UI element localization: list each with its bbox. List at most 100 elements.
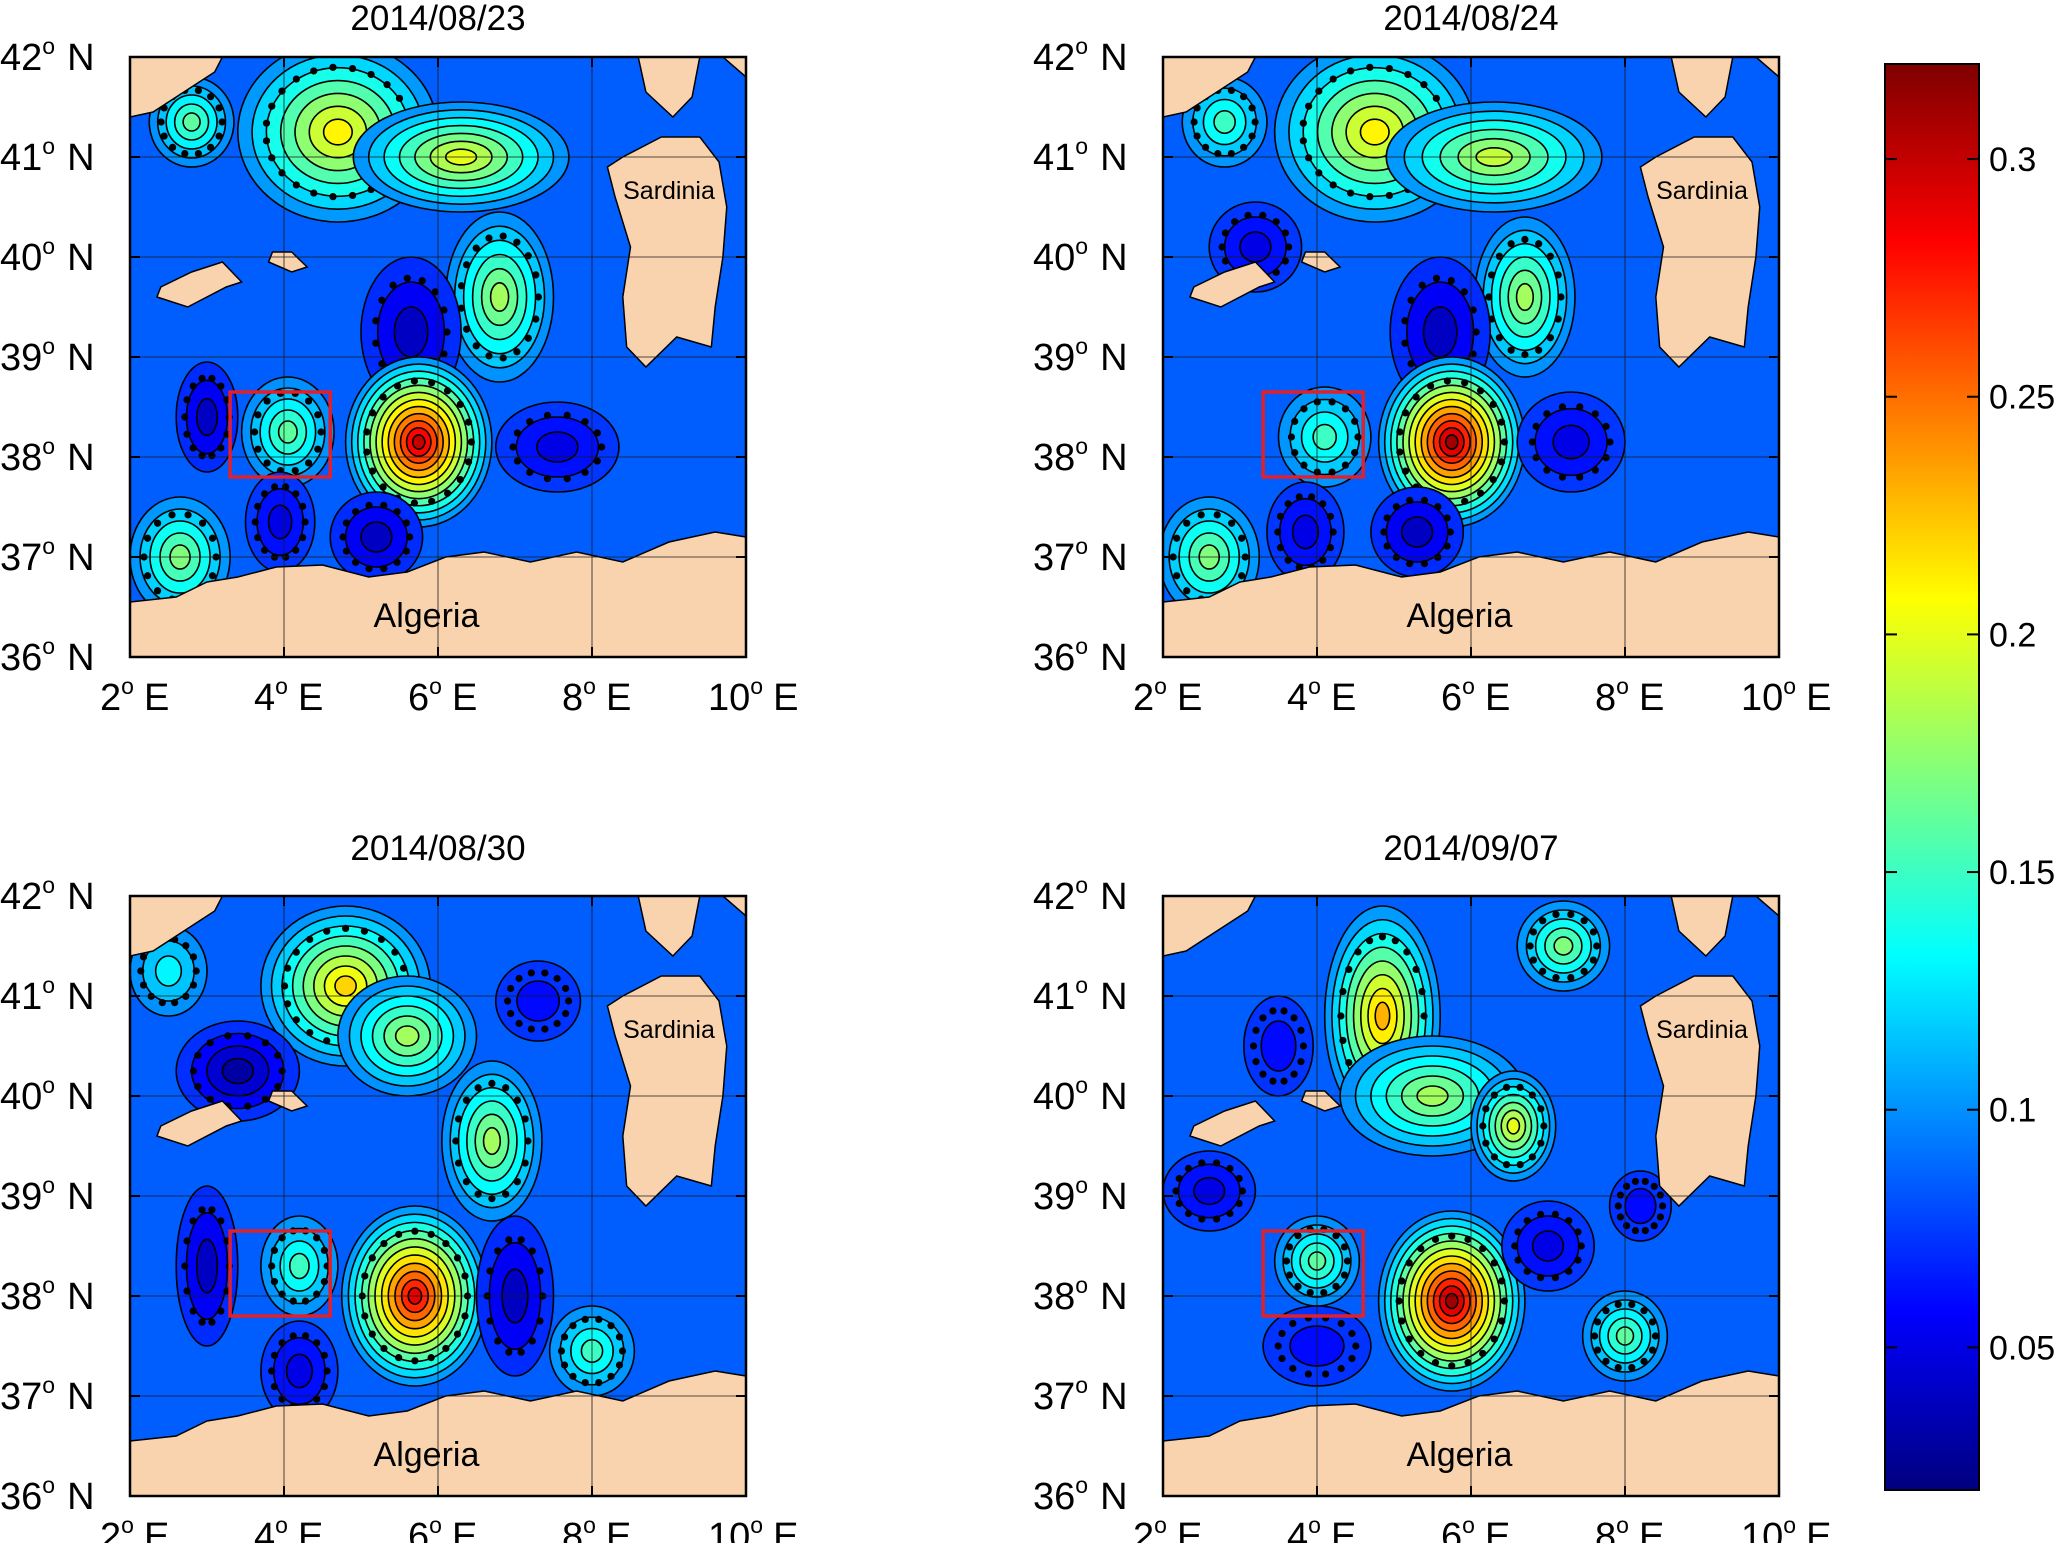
colorbar-tick-label: 0.15 <box>1989 854 2055 892</box>
eddy-boundary-dot <box>1536 1273 1545 1282</box>
label-sardinia: Sardinia <box>623 1016 715 1044</box>
eddy-boundary-dot <box>391 948 399 956</box>
corsica-tip <box>1670 896 1734 958</box>
eddy-boundary-dot <box>1235 1174 1243 1183</box>
eddy-boundary-dot <box>1551 1210 1560 1219</box>
eddy-boundary-dot <box>1401 317 1409 325</box>
eddy-boundary-dot <box>208 1206 216 1214</box>
eddy-boundary-dot <box>1448 1232 1456 1240</box>
colorbar-ticks: 0.3 0.25 0.2 0.15 0.1 0.05 <box>1885 141 2055 1367</box>
eddy-boundary-dot <box>282 483 290 491</box>
eddy-boundary-dot <box>1326 544 1335 552</box>
eddy-boundary-dot <box>1552 910 1560 919</box>
eddy-boundary-dot <box>363 428 371 436</box>
eddy-boundary-dot <box>329 63 337 71</box>
eddy-boundary-dot <box>1252 1058 1260 1066</box>
eddy-anticyclonic <box>1474 216 1576 378</box>
eddy-boundary-dot <box>217 1217 225 1225</box>
contour-level <box>322 118 354 146</box>
corsica-tip <box>1670 57 1734 119</box>
eddy-boundary-dot <box>1606 438 1614 446</box>
eddy-boundary-dot <box>270 1351 279 1359</box>
lon-tick-label: 2o E <box>1133 673 1202 719</box>
lon-tick-label: 10o E <box>708 1512 798 1543</box>
map-overlay: Sardinia Algeria 2o E 4o E 6o E 8o E 10o E 42o N 41o N 4… <box>0 872 798 1543</box>
eddy-boundary-dot <box>581 1315 589 1324</box>
lat-tick-label: 39o N <box>0 333 95 379</box>
eddy-boundary-dot <box>1297 1058 1305 1066</box>
lon-tick-label: 4o E <box>254 673 323 719</box>
lat-tick-label: 37o N <box>1033 1372 1128 1418</box>
eddy-boundary-dot <box>1295 493 1303 501</box>
panel-title: 2014/08/24 <box>1383 0 1558 38</box>
eddy-boundary-dot <box>1417 1244 1425 1253</box>
eddy-boundary-dot <box>348 64 357 73</box>
eddy-boundary-dot <box>292 546 300 554</box>
eddy-boundary-dot <box>268 1367 276 1375</box>
mallorca-island <box>1188 1100 1277 1147</box>
eddy-boundary-dot <box>1536 1210 1545 1219</box>
eddy-boundary-dot <box>1383 514 1391 522</box>
eddy-boundary-dot <box>378 360 386 368</box>
eddy-boundary-dot <box>1514 1228 1522 1236</box>
sardinia-island <box>1639 136 1761 369</box>
eddy-boundary-dot <box>1385 64 1394 73</box>
eddy-boundary-dot <box>301 518 309 526</box>
eddy-boundary-dot <box>260 546 269 554</box>
eddy-boundary-dot <box>254 502 262 510</box>
eddy-boundary-dot <box>1539 967 1547 975</box>
eddy-boundary-dot <box>1407 360 1415 368</box>
eddy-boundary-dot <box>342 519 351 527</box>
lon-tick-label: 8o E <box>1595 1512 1664 1543</box>
eddy-boundary-dot <box>1537 1139 1545 1147</box>
eddy-boundary-dot <box>1289 1319 1297 1328</box>
eddy-boundary-dot <box>323 1367 331 1375</box>
eddy-boundary-dot <box>494 1337 502 1345</box>
eddy-boundary-dot <box>1443 377 1452 385</box>
eddy-boundary-dot <box>1591 410 1599 418</box>
eddy-boundary-dot <box>515 1019 523 1028</box>
contour-level <box>1624 1187 1657 1225</box>
contour-level <box>277 420 298 444</box>
map-overlay: Sardinia Algeria 2o E 4o E 6o E 8o E 10o E 42o N 41o N 4… <box>1033 872 1831 1543</box>
eddy-boundary-dot <box>1523 1217 1531 1225</box>
eddy-boundary-dot <box>1648 1318 1657 1326</box>
eddy-boundary-dot <box>1396 428 1404 436</box>
eddy-boundary-dot <box>456 400 464 409</box>
eddy-boundary-dot <box>1567 910 1575 919</box>
eddy-boundary-dot <box>513 238 521 246</box>
eddy-boundary-dot <box>182 942 190 950</box>
eddy-boundary-dot <box>380 501 388 510</box>
eddy-boundary-dot <box>1351 449 1359 457</box>
eddy-boundary-dot <box>443 387 452 395</box>
eddy-boundary-dot <box>1238 1187 1247 1195</box>
eddy-anticyclonic <box>441 1060 543 1222</box>
eddy-boundary-dot <box>1532 422 1540 430</box>
eddy-boundary-dot <box>1479 1349 1487 1358</box>
eddy-boundary-dot <box>474 1190 482 1198</box>
eddy-boundary-dot <box>528 1337 536 1345</box>
eddy-boundary-dot <box>1489 475 1497 484</box>
eddy-boundary-dot <box>1306 1288 1314 1297</box>
eddy-boundary-dot <box>563 474 571 483</box>
eddy-boundary-dot <box>1479 1122 1487 1130</box>
eddy-boundary-dot <box>153 519 162 527</box>
label-sardinia: Sardinia <box>1656 177 1748 205</box>
eddy-boundary-dot <box>1341 405 1350 413</box>
eddy-anticyclonic <box>1277 386 1372 488</box>
eddy-boundary-dot <box>1406 496 1414 505</box>
eddy-boundary-dot <box>1631 1226 1640 1235</box>
eddy-boundary-dot <box>499 232 507 240</box>
eddy-anticyclonic <box>1377 1210 1526 1392</box>
eddy-boundary-dot <box>1528 438 1536 446</box>
eddy-boundary-dot <box>1498 1277 1506 1285</box>
eddy-boundary-dot <box>1391 937 1399 945</box>
eddy-boundary-dot <box>1628 1300 1636 1309</box>
lat-tick-label: 40o N <box>0 233 95 279</box>
eddy-boundary-dot <box>372 317 380 325</box>
eddy-boundary-dot <box>292 1016 300 1024</box>
eddy-boundary-dot <box>1214 149 1222 158</box>
eddy-boundary-dot <box>262 137 271 145</box>
eddy-boundary-dot <box>553 1019 561 1028</box>
eddy-boundary-dot <box>292 948 300 956</box>
